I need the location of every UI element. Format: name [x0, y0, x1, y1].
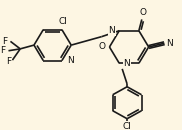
Text: O: O [139, 8, 146, 17]
Text: O: O [98, 43, 106, 51]
Text: N: N [67, 56, 74, 65]
Text: N: N [109, 26, 115, 35]
Text: Cl: Cl [58, 17, 67, 26]
Text: N: N [123, 59, 130, 68]
Text: F: F [0, 46, 5, 55]
Text: N: N [166, 39, 173, 48]
Text: Cl: Cl [123, 122, 132, 130]
Text: F: F [2, 37, 7, 46]
Text: F: F [6, 57, 11, 66]
